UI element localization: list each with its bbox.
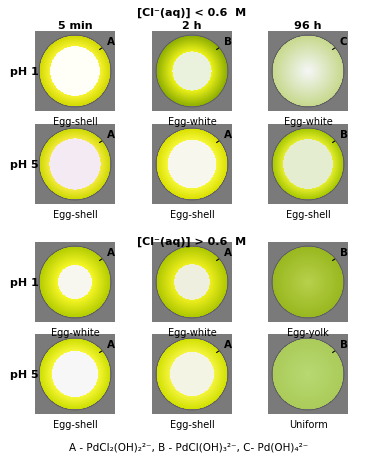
Text: A: A xyxy=(217,340,232,353)
Bar xyxy=(268,125,348,205)
Bar xyxy=(35,334,115,414)
Bar xyxy=(268,32,348,112)
Text: Egg-white: Egg-white xyxy=(284,117,332,127)
Text: A - PdCl₂(OH)₂²⁻, B - PdCl(OH)₃²⁻, C- Pd(OH)₄²⁻: A - PdCl₂(OH)₂²⁻, B - PdCl(OH)₃²⁻, C- Pd… xyxy=(70,442,308,452)
Text: Egg-white: Egg-white xyxy=(51,327,99,337)
Text: Egg-shell: Egg-shell xyxy=(286,210,330,219)
Text: A: A xyxy=(217,130,232,143)
Text: A: A xyxy=(99,130,115,143)
Text: Egg-shell: Egg-shell xyxy=(170,210,214,219)
Bar xyxy=(152,334,232,414)
Bar xyxy=(35,32,115,112)
Text: B: B xyxy=(333,340,348,353)
Text: Egg-shell: Egg-shell xyxy=(53,419,98,429)
Text: A: A xyxy=(99,340,115,353)
Bar xyxy=(35,242,115,322)
Text: Egg-white: Egg-white xyxy=(167,327,216,337)
Text: [Cl⁻(aq)] > 0.6  M: [Cl⁻(aq)] > 0.6 M xyxy=(138,236,246,247)
Bar xyxy=(35,125,115,205)
Text: Egg-white: Egg-white xyxy=(167,117,216,127)
Text: A: A xyxy=(217,248,232,261)
Text: Egg-yolk: Egg-yolk xyxy=(287,327,329,337)
Text: B: B xyxy=(333,130,348,143)
Text: C: C xyxy=(333,37,347,50)
Text: pH 1: pH 1 xyxy=(10,277,39,287)
Bar xyxy=(268,242,348,322)
Bar xyxy=(268,334,348,414)
Bar xyxy=(152,32,232,112)
Text: 5 min: 5 min xyxy=(58,21,92,31)
Text: B: B xyxy=(217,37,232,50)
Text: A: A xyxy=(99,248,115,261)
Text: Egg-shell: Egg-shell xyxy=(170,419,214,429)
Text: A: A xyxy=(99,37,115,50)
Text: pH 5: pH 5 xyxy=(10,369,39,379)
Bar xyxy=(152,242,232,322)
Text: 96 h: 96 h xyxy=(294,21,322,31)
Text: Uniform: Uniform xyxy=(289,419,327,429)
Bar xyxy=(152,125,232,205)
Text: [Cl⁻(aq)] < 0.6  M: [Cl⁻(aq)] < 0.6 M xyxy=(138,8,246,18)
Text: pH 1: pH 1 xyxy=(10,67,39,77)
Text: Egg-shell: Egg-shell xyxy=(53,210,98,219)
Text: B: B xyxy=(333,248,348,261)
Text: pH 5: pH 5 xyxy=(10,160,39,170)
Text: Egg-shell: Egg-shell xyxy=(53,117,98,127)
Text: 2 h: 2 h xyxy=(182,21,202,31)
